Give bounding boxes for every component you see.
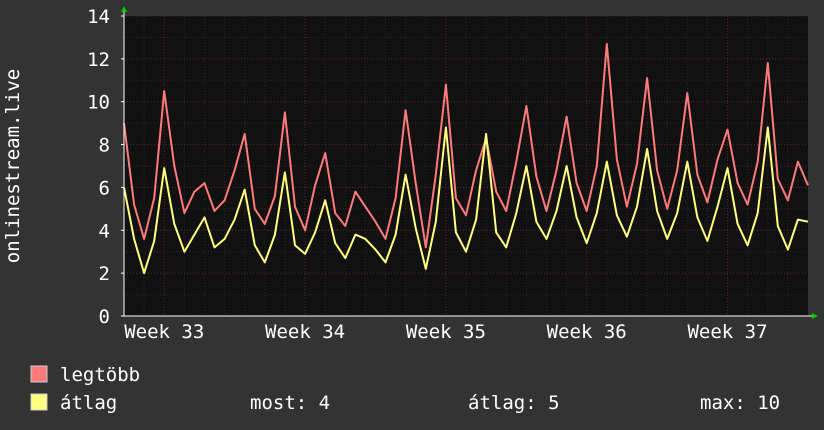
x-tick-label: Week 34 bbox=[265, 321, 345, 343]
axes bbox=[121, 6, 818, 319]
legend-label: átlag bbox=[60, 392, 117, 414]
y-tick-label: 6 bbox=[99, 177, 110, 199]
x-tick-label: Week 36 bbox=[547, 321, 627, 343]
x-axis-arrow bbox=[812, 313, 818, 319]
legend-swatch bbox=[30, 365, 48, 383]
legend: legtöbb átlag bbox=[30, 364, 140, 414]
series-line-atlag bbox=[123, 126, 809, 275]
x-tick-label: Week 35 bbox=[406, 321, 486, 343]
stat-atlag: átlag: 5 bbox=[468, 392, 560, 414]
legend-label: legtöbb bbox=[60, 364, 140, 386]
series-line-legtobb bbox=[123, 42, 809, 249]
y-tick-labels: 0 2 4 6 8 10 12 14 bbox=[87, 6, 110, 328]
series-layer bbox=[123, 42, 809, 275]
y-tick-label: 14 bbox=[87, 6, 110, 28]
stat-most: most: 4 bbox=[250, 392, 330, 414]
y-tick-label: 12 bbox=[87, 49, 110, 71]
y-axis-arrow bbox=[121, 6, 127, 12]
y-tick-label: 4 bbox=[99, 220, 110, 242]
stat-max: max: 10 bbox=[700, 392, 780, 414]
y-tick-label: 2 bbox=[99, 263, 110, 285]
y-tick-label: 0 bbox=[99, 306, 110, 328]
legend-swatch bbox=[30, 393, 48, 411]
x-tick-label: Week 37 bbox=[687, 321, 767, 343]
x-tick-label: Week 33 bbox=[124, 321, 204, 343]
y-tick-label: 8 bbox=[99, 135, 110, 157]
y-axis-label: onlinestream.live bbox=[2, 69, 24, 263]
y-tick-label: 10 bbox=[87, 92, 110, 114]
x-tick-labels: Week 33 Week 34 Week 35 Week 36 Week 37 bbox=[124, 321, 767, 343]
